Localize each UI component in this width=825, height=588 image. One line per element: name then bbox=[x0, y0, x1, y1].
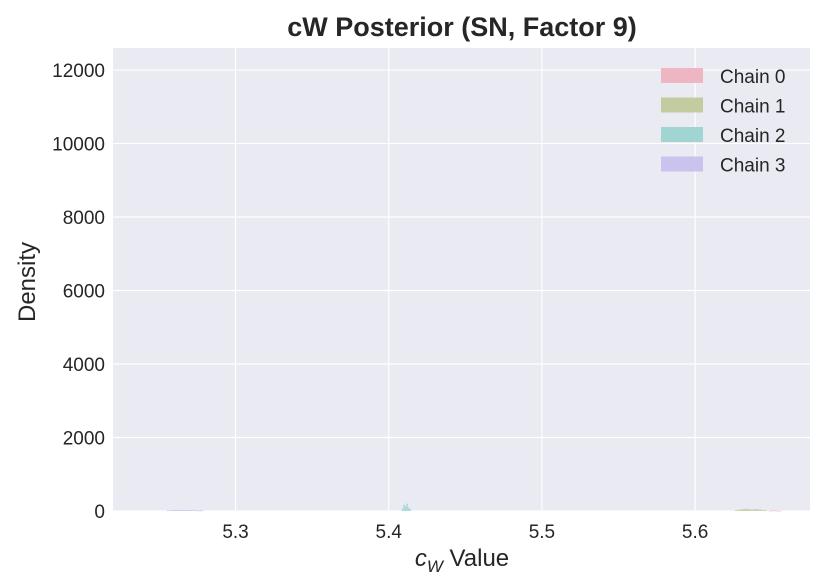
histogram-bar-chain-1 bbox=[739, 509, 745, 511]
x-axis-label: cW Value bbox=[415, 545, 509, 576]
y-tick-label: 6000 bbox=[63, 282, 105, 303]
y-tick-label: 0 bbox=[94, 502, 105, 523]
histogram-bar-chain-1 bbox=[762, 510, 768, 512]
histogram-bar-chain-3 bbox=[184, 509, 192, 511]
legend-label: Chain 0 bbox=[720, 67, 786, 88]
histogram-bar-chain-2 bbox=[404, 506, 407, 511]
legend-swatch bbox=[661, 127, 703, 142]
legend-label: Chain 1 bbox=[720, 97, 786, 118]
x-tick-label: 5.6 bbox=[682, 522, 708, 543]
chart-title: cW Posterior (SN, Factor 9) bbox=[287, 12, 637, 42]
x-axis-label-symbol: c bbox=[415, 545, 427, 572]
histogram-bar-chain-0 bbox=[771, 510, 775, 512]
legend-swatch bbox=[661, 156, 703, 172]
grid bbox=[113, 48, 810, 512]
histogram-bar-chain-3 bbox=[166, 510, 173, 512]
legend-swatch bbox=[661, 68, 703, 83]
legend-label: Chain 2 bbox=[720, 126, 786, 147]
plot-area bbox=[113, 48, 810, 511]
histogram-bar-chain-1 bbox=[757, 509, 763, 511]
y-axis-ticks: 0 2000 4000 6000 8000 10000 12000 bbox=[52, 61, 105, 523]
x-tick-label: 5.5 bbox=[529, 522, 555, 543]
y-tick-label: 2000 bbox=[63, 429, 105, 450]
y-tick-label: 8000 bbox=[63, 208, 105, 229]
histogram-bar-chain-2 bbox=[409, 509, 411, 511]
histogram-bar-chain-0 bbox=[777, 510, 781, 512]
x-axis-label-subscript: W bbox=[427, 557, 445, 576]
histogram-bar-chain-1 bbox=[748, 509, 754, 511]
y-tick-label: 4000 bbox=[63, 355, 105, 376]
y-tick-label: 10000 bbox=[52, 135, 105, 156]
y-tick-label: 12000 bbox=[52, 61, 105, 82]
x-tick-label: 5.4 bbox=[376, 522, 403, 543]
legend-label: Chain 3 bbox=[720, 156, 786, 177]
x-axis-label-text: Value bbox=[443, 545, 509, 572]
histogram-bar-chain-3 bbox=[197, 510, 204, 512]
histogram-bar-chain-1 bbox=[753, 509, 758, 511]
histogram-bar-chain-2 bbox=[401, 508, 404, 511]
histogram-bar-chain-0 bbox=[774, 510, 778, 512]
legend: Chain 0 Chain 1 Chain 2 Chain 3 bbox=[661, 67, 786, 177]
histogram-bar-chain-2 bbox=[403, 504, 405, 511]
histogram-bar-chain-1 bbox=[734, 510, 740, 511]
histogram-bar-chain-3 bbox=[191, 510, 198, 511]
histogram-bar-chain-1 bbox=[744, 508, 749, 511]
histogram-bar-chain-3 bbox=[178, 510, 185, 511]
y-axis-label: Density bbox=[14, 242, 41, 322]
x-axis-ticks: 5.3 5.4 5.5 5.6 bbox=[222, 522, 708, 543]
x-tick-label: 5.3 bbox=[222, 522, 248, 543]
legend-swatch bbox=[661, 97, 703, 113]
histogram-bar-chain-2 bbox=[407, 507, 410, 511]
histogram-bar-chain-0 bbox=[768, 510, 772, 512]
histogram-bars bbox=[166, 503, 781, 512]
histogram-bar-chain-2 bbox=[406, 503, 408, 511]
histogram-bar-chain-3 bbox=[172, 509, 179, 511]
